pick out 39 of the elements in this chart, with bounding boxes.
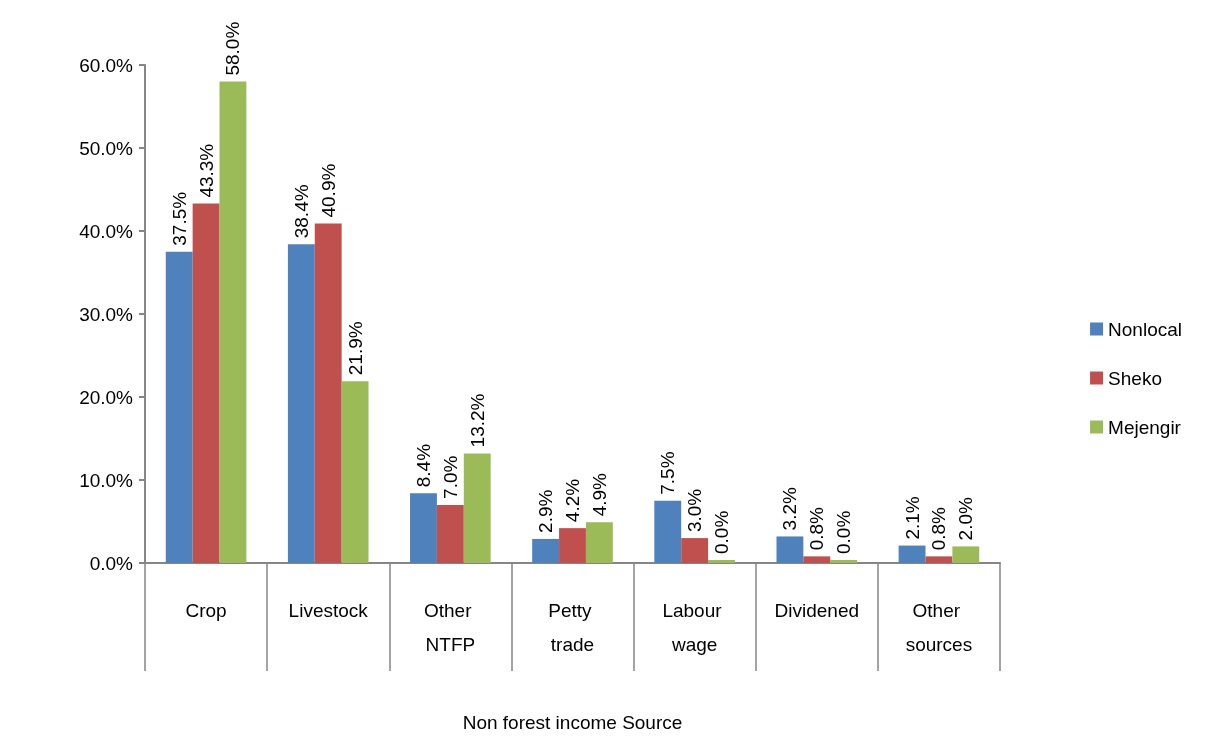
data-label: 37.5% bbox=[168, 191, 190, 246]
data-label: 3.0% bbox=[684, 488, 706, 533]
y-tick-label: 30.0% bbox=[79, 303, 134, 325]
data-label: 4.9% bbox=[588, 472, 610, 517]
y-tick-label: 0.0% bbox=[89, 552, 134, 574]
data-label: 7.0% bbox=[439, 455, 461, 499]
data-label: 8.4% bbox=[412, 443, 434, 488]
y-tick-label: 60.0% bbox=[79, 54, 134, 76]
data-label: 7.5% bbox=[657, 451, 679, 495]
data-label: 3.2% bbox=[779, 487, 801, 531]
data-label: 2.9% bbox=[535, 489, 557, 533]
legend-label: Mejengir bbox=[1108, 416, 1182, 438]
data-label: 0.8% bbox=[928, 506, 950, 551]
y-tick-label: 20.0% bbox=[79, 386, 134, 408]
data-label: 4.2% bbox=[562, 478, 583, 523]
data-label: 0.8% bbox=[806, 506, 828, 551]
y-tick-label: 10.0% bbox=[79, 469, 134, 491]
data-label: 21.9% bbox=[344, 321, 366, 376]
data-label: 58.0% bbox=[222, 21, 244, 76]
data-label: 43.3% bbox=[195, 143, 217, 198]
x-tick-label: Labour wage bbox=[662, 599, 727, 655]
x-tick-label: Dividened bbox=[774, 599, 860, 621]
data-label: 38.4% bbox=[290, 184, 312, 239]
legend-label: Nonlocal bbox=[1108, 318, 1183, 340]
data-label: 2.1% bbox=[901, 496, 923, 540]
data-label: 13.2% bbox=[466, 393, 488, 448]
y-tick-label: 40.0% bbox=[79, 220, 134, 242]
x-tick-label: Livestock bbox=[288, 599, 369, 621]
x-tick-label: Other NTFP bbox=[423, 599, 477, 655]
y-tick-label: 50.0% bbox=[79, 137, 134, 159]
x-tick-label: Other sources bbox=[905, 599, 973, 655]
x-axis-title: Non forest income Source bbox=[462, 712, 683, 733]
x-tick-label: Crop bbox=[185, 599, 227, 621]
data-label: 0.0% bbox=[711, 510, 733, 554]
data-label: 40.9% bbox=[317, 163, 339, 218]
x-tick-label: Petty trade bbox=[548, 599, 597, 655]
legend-label: Sheko bbox=[1108, 367, 1162, 389]
data-label: 0.0% bbox=[833, 510, 855, 554]
data-label: 2.0% bbox=[955, 496, 977, 541]
